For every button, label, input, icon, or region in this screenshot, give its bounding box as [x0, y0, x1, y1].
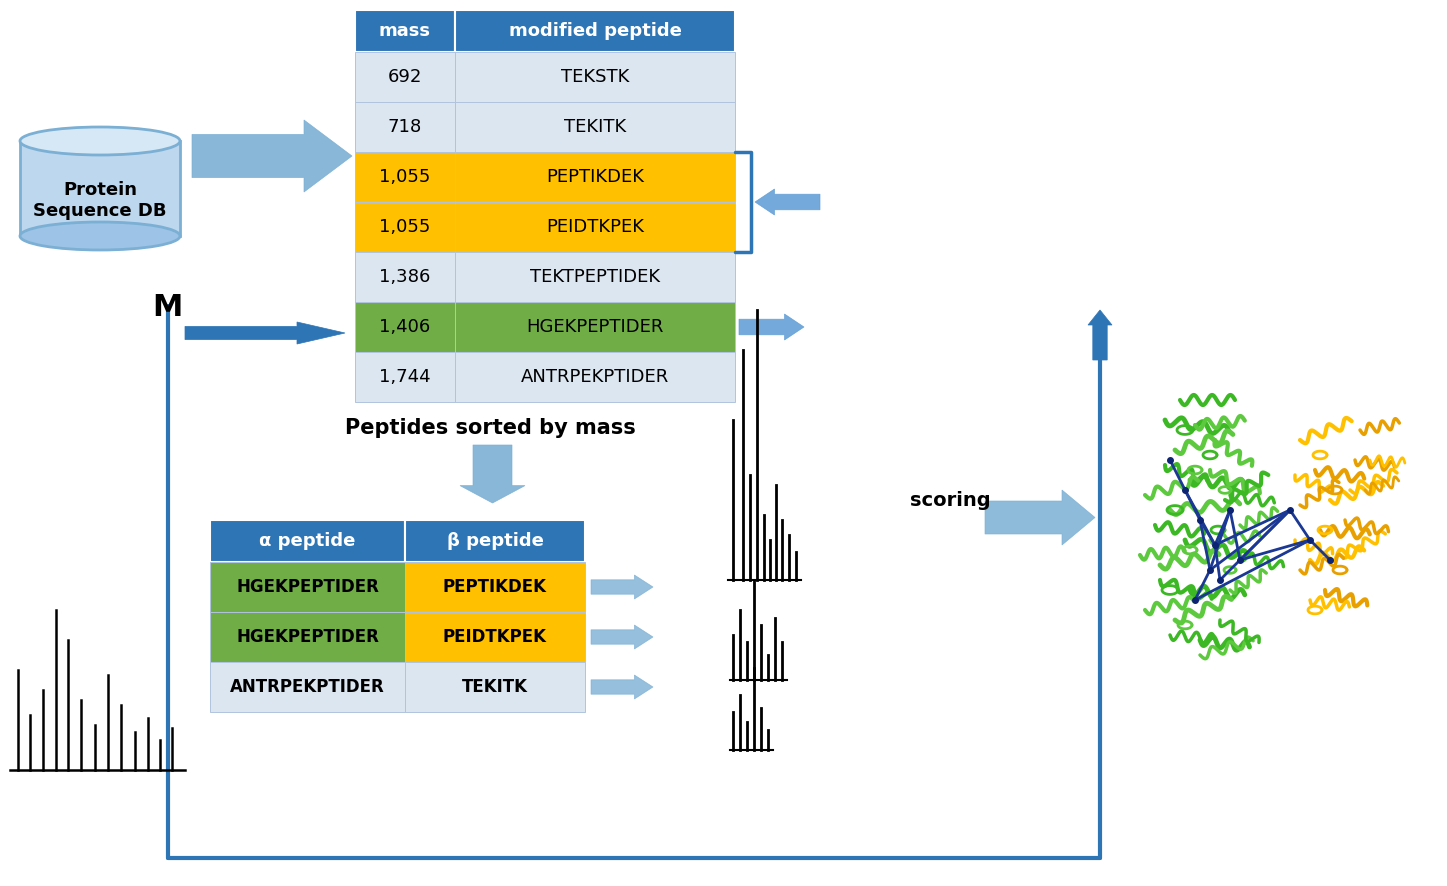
Text: TEKITK: TEKITK	[564, 118, 627, 136]
Polygon shape	[185, 322, 344, 344]
FancyBboxPatch shape	[210, 562, 405, 612]
Polygon shape	[739, 314, 805, 340]
FancyBboxPatch shape	[355, 202, 454, 252]
Polygon shape	[755, 189, 820, 215]
Text: TEKSTK: TEKSTK	[561, 68, 629, 86]
FancyBboxPatch shape	[405, 562, 585, 612]
FancyBboxPatch shape	[355, 252, 454, 302]
Text: PEIDTKPEK: PEIDTKPEK	[546, 218, 644, 236]
Text: TEKITK: TEKITK	[462, 678, 528, 696]
Text: PEIDTKPEK: PEIDTKPEK	[443, 628, 547, 646]
Text: TEKTPEPTIDEK: TEKTPEPTIDEK	[530, 268, 660, 286]
FancyBboxPatch shape	[355, 10, 454, 52]
FancyBboxPatch shape	[454, 352, 735, 402]
Polygon shape	[192, 120, 352, 192]
Text: HGEKPEPTIDER: HGEKPEPTIDER	[236, 628, 379, 646]
Polygon shape	[460, 445, 525, 503]
FancyBboxPatch shape	[454, 202, 735, 252]
FancyBboxPatch shape	[210, 662, 405, 712]
FancyBboxPatch shape	[355, 102, 454, 152]
Text: PEPTIKDEK: PEPTIKDEK	[546, 168, 644, 186]
Text: ANTRPEKPTIDER: ANTRPEKPTIDER	[230, 678, 385, 696]
FancyBboxPatch shape	[454, 52, 735, 102]
Text: Peptides sorted by mass: Peptides sorted by mass	[344, 418, 635, 438]
FancyBboxPatch shape	[454, 302, 735, 352]
Text: HGEKPEPTIDER: HGEKPEPTIDER	[527, 318, 664, 336]
Ellipse shape	[20, 127, 179, 155]
Text: 1,406: 1,406	[379, 318, 431, 336]
Text: β peptide: β peptide	[447, 532, 544, 550]
Text: Protein
Sequence DB: Protein Sequence DB	[33, 181, 166, 220]
Text: 1,055: 1,055	[379, 218, 431, 236]
Text: M: M	[152, 293, 182, 323]
FancyBboxPatch shape	[454, 10, 735, 52]
Text: PEPTIKDEK: PEPTIKDEK	[443, 578, 547, 596]
Text: 1,386: 1,386	[379, 268, 431, 286]
Polygon shape	[985, 490, 1095, 545]
Text: 692: 692	[388, 68, 423, 86]
Text: scoring: scoring	[910, 491, 990, 509]
Text: 718: 718	[388, 118, 423, 136]
Text: α peptide: α peptide	[259, 532, 356, 550]
Text: ANTRPEKPTIDER: ANTRPEKPTIDER	[521, 368, 669, 386]
FancyBboxPatch shape	[355, 302, 454, 352]
Polygon shape	[590, 675, 653, 699]
FancyBboxPatch shape	[355, 152, 454, 202]
FancyBboxPatch shape	[454, 102, 735, 152]
FancyBboxPatch shape	[405, 520, 585, 562]
FancyBboxPatch shape	[210, 520, 405, 562]
FancyBboxPatch shape	[355, 352, 454, 402]
FancyBboxPatch shape	[405, 662, 585, 712]
FancyBboxPatch shape	[454, 252, 735, 302]
FancyBboxPatch shape	[355, 52, 454, 102]
Polygon shape	[1088, 310, 1111, 360]
Text: mass: mass	[379, 22, 431, 40]
FancyBboxPatch shape	[20, 141, 179, 236]
FancyBboxPatch shape	[454, 152, 735, 202]
FancyBboxPatch shape	[210, 612, 405, 662]
Ellipse shape	[20, 222, 179, 250]
Text: modified peptide: modified peptide	[508, 22, 682, 40]
Text: 1,744: 1,744	[379, 368, 431, 386]
Text: 1,055: 1,055	[379, 168, 431, 186]
FancyBboxPatch shape	[405, 612, 585, 662]
Text: HGEKPEPTIDER: HGEKPEPTIDER	[236, 578, 379, 596]
Polygon shape	[590, 575, 653, 599]
Polygon shape	[590, 625, 653, 649]
